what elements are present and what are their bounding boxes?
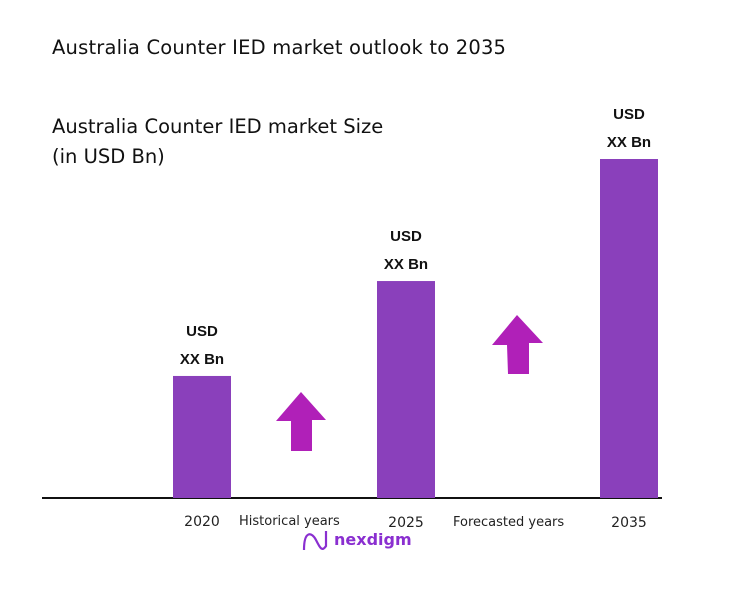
- nexdigm-logo: nexdigm: [302, 530, 412, 551]
- data-label-2020: USD: [186, 323, 218, 340]
- subtitle-line-2: (in USD Bn): [52, 145, 165, 168]
- chart-title: Australia Counter IED market outlook to …: [52, 36, 507, 59]
- growth-arrow-icon: [492, 315, 543, 374]
- growth-arrow-icon: [276, 392, 326, 451]
- nexdigm-logo-icon: [302, 531, 328, 551]
- x-tick-label-2035: 2035: [611, 515, 647, 531]
- subtitle-line-1: Australia Counter IED market Size: [52, 115, 384, 138]
- x-tick-label-2025: 2025: [388, 515, 424, 531]
- data-label-2035: USD: [613, 106, 645, 123]
- bar-2020: [173, 375, 231, 498]
- x-tick-label-2020: 2020: [184, 514, 220, 530]
- period-label-forecast: Forecasted years: [453, 515, 564, 530]
- data-label-2035: XX Bn: [607, 134, 651, 151]
- data-label-2020: XX Bn: [180, 351, 224, 368]
- logo-text: nexdigm: [334, 530, 412, 549]
- period-label-historical: Historical years: [239, 514, 340, 529]
- data-label-2025: XX Bn: [384, 256, 428, 273]
- data-label-2025: USD: [390, 228, 422, 245]
- chart-subtitle: Australia Counter IED market Size (in US…: [52, 112, 383, 172]
- bar-2025: [377, 281, 435, 498]
- bar-2035: [600, 159, 658, 498]
